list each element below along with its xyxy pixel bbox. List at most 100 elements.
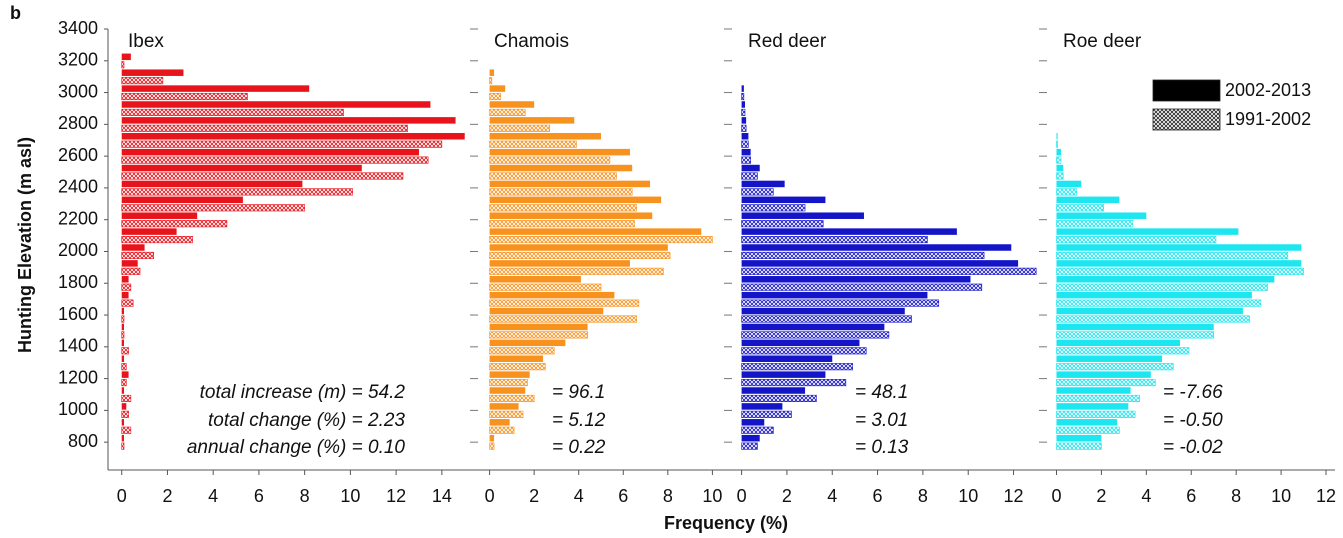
bar	[741, 331, 890, 339]
bar	[741, 172, 758, 180]
bar	[489, 363, 546, 371]
bar	[121, 61, 125, 69]
bar	[741, 164, 760, 172]
bar	[741, 228, 957, 235]
x-axis-label: Frequency (%)	[664, 513, 788, 533]
bar	[489, 140, 577, 148]
bar	[489, 124, 551, 132]
bar	[489, 148, 630, 156]
bar	[741, 371, 826, 378]
panel-title: Red deer	[748, 31, 827, 52]
bar	[121, 339, 125, 347]
bar	[121, 347, 129, 355]
x-tick-label: 0	[1051, 486, 1061, 506]
bar	[1056, 212, 1147, 219]
bar	[1056, 331, 1215, 339]
x-tick-label: 10	[340, 486, 360, 506]
bar	[121, 307, 125, 315]
bar	[489, 387, 526, 394]
annotation: = -0.50	[1163, 410, 1223, 431]
x-tick-label: 2	[529, 486, 539, 506]
legend-swatch	[1152, 79, 1221, 102]
bar	[121, 371, 129, 378]
bar	[741, 124, 747, 132]
y-tick-label: 1200	[58, 367, 98, 387]
x-tick-label: 4	[1141, 486, 1151, 506]
y-tick-label: 1400	[58, 336, 98, 356]
bar	[1056, 371, 1151, 378]
bar	[489, 92, 502, 101]
bar	[1056, 140, 1058, 148]
bar	[121, 180, 303, 188]
bar	[1056, 133, 1058, 140]
bar	[489, 299, 640, 307]
bar	[489, 196, 662, 204]
bar	[121, 403, 127, 410]
bar	[121, 291, 129, 299]
panel-label: b	[10, 3, 21, 23]
bar	[1056, 251, 1289, 259]
bar	[741, 299, 940, 307]
bar	[121, 283, 132, 291]
bar	[741, 220, 824, 228]
y-tick-label: 3200	[58, 50, 98, 70]
bar	[1056, 204, 1104, 212]
bar	[121, 140, 443, 148]
bar	[489, 260, 630, 267]
bar	[121, 164, 362, 172]
bar	[1056, 196, 1120, 204]
bar	[121, 331, 125, 339]
bar	[489, 410, 524, 418]
bar	[489, 426, 515, 434]
panel-title: Chamois	[494, 31, 569, 52]
bar	[121, 315, 125, 323]
bar	[741, 347, 867, 355]
bar	[741, 283, 983, 291]
bar	[489, 172, 617, 180]
bar	[489, 267, 664, 275]
y-tick-label: 800	[68, 431, 98, 451]
bar	[1056, 355, 1163, 362]
annotation: = -7.66	[1163, 382, 1223, 403]
x-tick-label: 12	[386, 486, 406, 506]
bar	[1056, 394, 1140, 403]
bar	[489, 419, 510, 426]
x-tick-label: 8	[1231, 486, 1241, 506]
bar	[121, 260, 138, 267]
bar	[1056, 434, 1102, 442]
bar	[121, 228, 177, 235]
bar	[741, 434, 760, 442]
x-tick-label: 8	[663, 486, 673, 506]
x-tick-label: 4	[208, 486, 218, 506]
bar	[121, 434, 125, 442]
bar	[121, 267, 141, 275]
y-tick-label: 1000	[58, 399, 98, 419]
bar	[121, 276, 129, 283]
x-tick-label: 4	[827, 486, 837, 506]
bar	[121, 117, 456, 124]
x-tick-label: 6	[618, 486, 628, 506]
bar	[121, 172, 404, 180]
bar	[1056, 172, 1064, 180]
bar	[489, 339, 566, 347]
annotation: = 96.1	[552, 382, 605, 403]
bar	[121, 220, 228, 228]
bar	[1056, 315, 1250, 323]
bar	[1056, 236, 1217, 244]
x-tick-label: 6	[1186, 486, 1196, 506]
annotation: = 3.01	[855, 410, 908, 431]
bar	[489, 403, 519, 410]
bar	[489, 355, 544, 362]
bar	[741, 363, 853, 371]
bar	[741, 188, 774, 196]
bar	[1056, 307, 1243, 315]
bar	[489, 236, 713, 244]
bar	[121, 442, 125, 450]
bar	[741, 196, 826, 204]
bar	[741, 267, 1037, 275]
bar	[741, 148, 751, 156]
x-tick-label: 8	[918, 486, 928, 506]
y-tick-label: 2600	[58, 145, 98, 165]
